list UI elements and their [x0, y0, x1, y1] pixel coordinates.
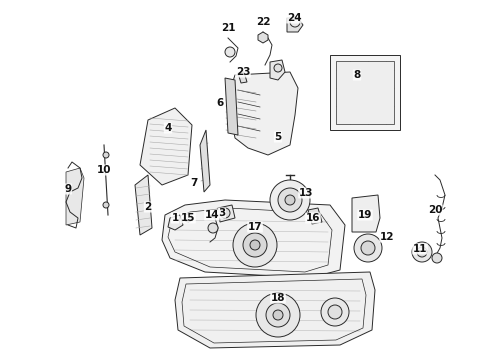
Polygon shape [352, 195, 380, 232]
Circle shape [243, 233, 267, 257]
Circle shape [285, 195, 295, 205]
Circle shape [321, 298, 349, 326]
Text: 19: 19 [358, 210, 372, 220]
Text: 2: 2 [145, 202, 151, 212]
Polygon shape [230, 72, 298, 155]
Text: 23: 23 [236, 67, 250, 77]
Text: 3: 3 [219, 208, 225, 218]
Circle shape [103, 152, 109, 158]
Circle shape [233, 223, 277, 267]
Text: 15: 15 [181, 213, 195, 223]
Text: 24: 24 [287, 13, 301, 23]
Circle shape [184, 214, 192, 222]
Text: 13: 13 [299, 188, 313, 198]
Polygon shape [175, 272, 375, 348]
Polygon shape [258, 32, 268, 43]
Text: 9: 9 [65, 184, 72, 194]
Circle shape [250, 240, 260, 250]
Text: 11: 11 [413, 244, 427, 254]
Circle shape [290, 17, 300, 27]
Text: 4: 4 [164, 123, 171, 133]
Circle shape [256, 293, 300, 337]
Polygon shape [308, 208, 322, 224]
Bar [336, 61, 394, 124]
Text: 5: 5 [274, 132, 282, 142]
Circle shape [328, 305, 342, 319]
Text: 8: 8 [353, 70, 361, 80]
Circle shape [220, 208, 230, 218]
Polygon shape [140, 108, 192, 185]
Polygon shape [66, 168, 84, 225]
Text: 18: 18 [271, 293, 285, 303]
Text: 16: 16 [306, 213, 320, 223]
Circle shape [278, 188, 302, 212]
Text: 7: 7 [190, 178, 197, 188]
Bar [330, 55, 400, 130]
Circle shape [274, 64, 282, 72]
Text: 6: 6 [217, 98, 223, 108]
Text: 17: 17 [247, 222, 262, 232]
Polygon shape [225, 78, 238, 135]
Circle shape [103, 202, 109, 208]
Polygon shape [238, 72, 247, 83]
Text: 21: 21 [221, 23, 235, 33]
Polygon shape [200, 130, 210, 192]
Circle shape [225, 47, 235, 57]
Circle shape [361, 241, 375, 255]
Text: 12: 12 [380, 232, 394, 242]
Polygon shape [287, 18, 303, 32]
Text: 1: 1 [172, 213, 179, 223]
Polygon shape [135, 175, 152, 235]
Circle shape [208, 223, 218, 233]
Text: 14: 14 [205, 210, 220, 220]
Circle shape [266, 303, 290, 327]
Polygon shape [162, 200, 345, 278]
Text: 10: 10 [97, 165, 111, 175]
Circle shape [432, 253, 442, 263]
Circle shape [270, 180, 310, 220]
Polygon shape [270, 60, 285, 80]
Text: 22: 22 [256, 17, 270, 27]
Polygon shape [168, 215, 183, 230]
Polygon shape [218, 205, 235, 222]
Circle shape [354, 234, 382, 262]
Circle shape [273, 310, 283, 320]
Circle shape [417, 247, 427, 257]
Text: 20: 20 [428, 205, 442, 215]
Circle shape [412, 242, 432, 262]
